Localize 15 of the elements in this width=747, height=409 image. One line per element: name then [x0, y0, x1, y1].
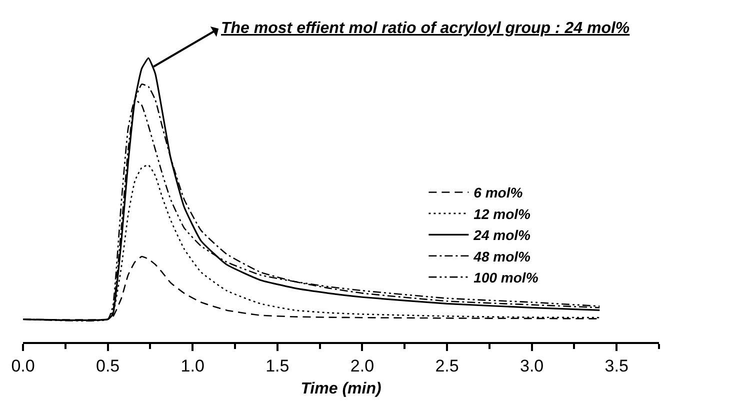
legend-label: 12 mol% — [474, 206, 532, 222]
legend-label: 100 mol% — [474, 270, 539, 286]
x-tick-label: 2.5 — [435, 356, 459, 376]
x-tick-label: 3.5 — [604, 356, 628, 376]
x-tick-label: 0.5 — [96, 356, 120, 376]
x-tick-label: 1.5 — [266, 356, 290, 376]
legend-label: 6 mol% — [474, 184, 524, 201]
x-tick-label: 0.0 — [11, 356, 35, 376]
legend-label: 48 mol% — [472, 248, 532, 264]
x-tick-label: 2.0 — [350, 356, 374, 376]
x-tick-label: 1.0 — [180, 356, 204, 376]
x-axis-title: Time (min) — [300, 380, 382, 398]
annotation: The most effient mol ratio of acryloyl group : 24 mol% — [221, 20, 630, 37]
legend-label: 24 mol% — [472, 227, 532, 244]
x-tick-label: 3.0 — [520, 356, 544, 376]
